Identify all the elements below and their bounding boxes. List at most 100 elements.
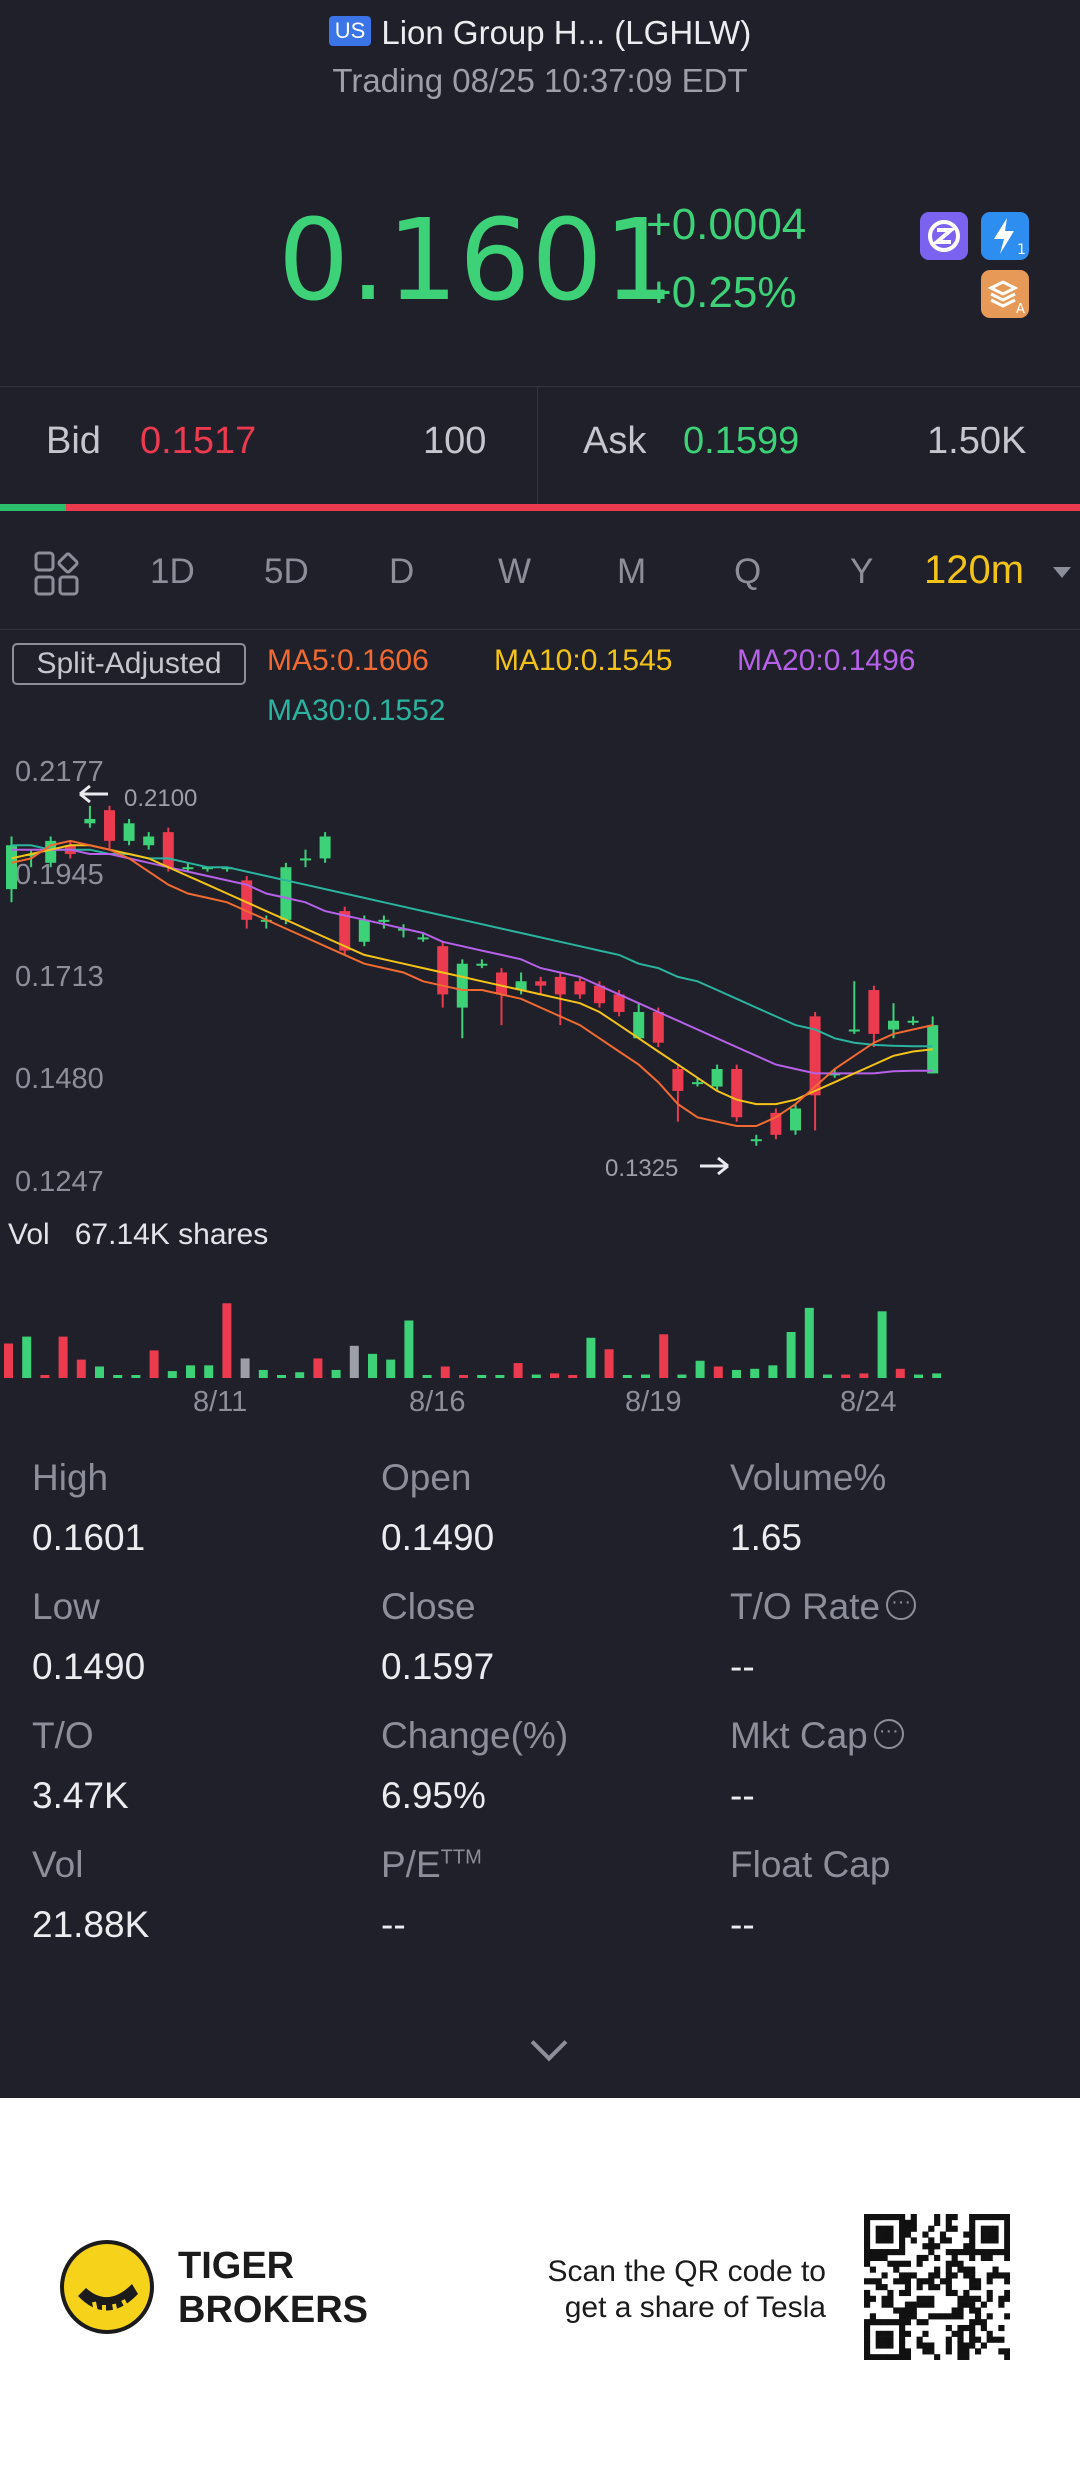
period-tabs xyxy=(0,530,1080,630)
qr-module xyxy=(980,2231,987,2238)
qr-module xyxy=(864,2260,871,2267)
qr-module xyxy=(881,2336,888,2343)
qr-module xyxy=(887,2225,894,2232)
qr-module xyxy=(904,2260,912,2267)
stat-label-float-cap: Float Cap xyxy=(730,1844,891,1885)
stat-label-mkt-cap: Mkt Cap ··· xyxy=(730,1715,904,1757)
tab-5d[interactable]: 5D xyxy=(264,552,309,591)
qr-module xyxy=(963,2266,970,2273)
candle-body xyxy=(633,1011,645,1039)
qr-module xyxy=(910,2272,917,2279)
qr-module xyxy=(928,2243,935,2250)
tab-w[interactable]: W xyxy=(498,552,532,591)
tab-y[interactable]: Y xyxy=(850,552,874,591)
qr-module xyxy=(992,2225,999,2232)
qr-module xyxy=(864,2243,871,2250)
qr-module xyxy=(928,2272,935,2279)
qr-module xyxy=(998,2249,1005,2256)
qr-module xyxy=(998,2336,1005,2343)
tab-m[interactable]: M xyxy=(617,552,647,591)
layout-grid-icon[interactable] xyxy=(34,551,80,597)
candle-body xyxy=(84,818,96,824)
qr-module xyxy=(980,2301,987,2308)
qr-module xyxy=(986,2254,993,2262)
qr-module xyxy=(951,2214,958,2221)
zero-commission-icon[interactable] xyxy=(920,212,968,260)
chevron-down-icon[interactable] xyxy=(1053,567,1071,578)
volume-bar xyxy=(113,1375,123,1378)
qr-module xyxy=(869,2254,876,2262)
stat-label-vol: Vol xyxy=(32,1844,84,1885)
lightning-level1-icon[interactable]: 1 xyxy=(981,212,1029,260)
qr-module xyxy=(963,2289,970,2297)
candle-body xyxy=(613,994,625,1012)
scan-line-1: Scan the QR code to xyxy=(547,2255,827,2288)
qr-code[interactable] xyxy=(864,2214,1010,2360)
volume-bar xyxy=(331,1369,341,1378)
qr-module xyxy=(916,2342,923,2349)
more-info-icon[interactable]: ··· xyxy=(873,1719,904,1750)
qr-module xyxy=(922,2278,929,2285)
qr-module xyxy=(969,2272,976,2279)
candle-body xyxy=(182,867,194,870)
qr-module xyxy=(881,2319,888,2326)
expand-chevron-icon[interactable] xyxy=(530,2024,568,2062)
qr-module xyxy=(998,2295,1005,2302)
volume-bar xyxy=(222,1303,232,1378)
qr-module xyxy=(992,2336,999,2343)
qr-module xyxy=(951,2272,958,2279)
qr-module xyxy=(869,2214,876,2221)
stat-value-to: 3.47K xyxy=(32,1775,129,1816)
qr-module xyxy=(980,2254,987,2262)
tab-d[interactable]: D xyxy=(389,552,415,591)
candle-body xyxy=(809,1016,821,1096)
qr-module xyxy=(899,2219,906,2226)
qr-module xyxy=(986,2313,993,2320)
volume-bar xyxy=(422,1375,432,1378)
qr-module xyxy=(986,2295,993,2302)
qr-module xyxy=(899,2225,906,2232)
candlestick-chart[interactable]: 0.2100 0.1325 xyxy=(0,760,1080,1380)
qr-module xyxy=(881,2330,888,2337)
qr-module xyxy=(887,2342,894,2349)
qr-module xyxy=(974,2295,982,2302)
qr-module xyxy=(869,2295,876,2302)
qr-module xyxy=(1004,2272,1010,2279)
qr-module xyxy=(899,2354,906,2360)
tab-q[interactable]: Q xyxy=(734,552,762,591)
volume-bar xyxy=(40,1375,50,1378)
stack-level-a-icon[interactable]: A xyxy=(981,270,1029,318)
ma20-line xyxy=(11,848,933,1075)
stat-value-to-rate: -- xyxy=(730,1646,755,1687)
qr-module xyxy=(916,2260,923,2267)
stat-value-close: 0.1597 xyxy=(381,1646,495,1687)
qr-module xyxy=(875,2278,882,2285)
split-adjusted-toggle[interactable]: Split-Adjusted xyxy=(12,643,246,685)
qr-module xyxy=(899,2249,906,2256)
qr-module xyxy=(881,2249,888,2256)
qr-module xyxy=(864,2336,871,2343)
y-tick: 0.1247 xyxy=(15,1166,104,1198)
qr-module xyxy=(881,2301,888,2308)
qr-module xyxy=(869,2249,876,2256)
stat-value-pe: -- xyxy=(381,1904,406,1945)
qr-module xyxy=(899,2214,906,2221)
qr-module xyxy=(957,2307,964,2314)
qr-module xyxy=(992,2237,999,2244)
x-tick: 8/24 xyxy=(840,1386,897,1418)
candle-body xyxy=(162,832,174,868)
qr-module xyxy=(1004,2278,1010,2285)
qr-module xyxy=(928,2342,935,2349)
tab-1d[interactable]: 1D xyxy=(150,552,195,591)
bid-label: Bid xyxy=(46,420,101,462)
more-info-icon[interactable]: ··· xyxy=(886,1590,917,1621)
qr-module xyxy=(887,2260,894,2267)
qr-module xyxy=(869,2278,876,2285)
qr-module xyxy=(922,2330,929,2337)
qr-module xyxy=(899,2348,906,2355)
qr-module xyxy=(957,2249,964,2256)
qr-module xyxy=(881,2225,888,2232)
volume-bar xyxy=(804,1307,814,1378)
tab-120m[interactable]: 120m xyxy=(924,548,1025,592)
x-tick: 8/16 xyxy=(409,1386,466,1418)
